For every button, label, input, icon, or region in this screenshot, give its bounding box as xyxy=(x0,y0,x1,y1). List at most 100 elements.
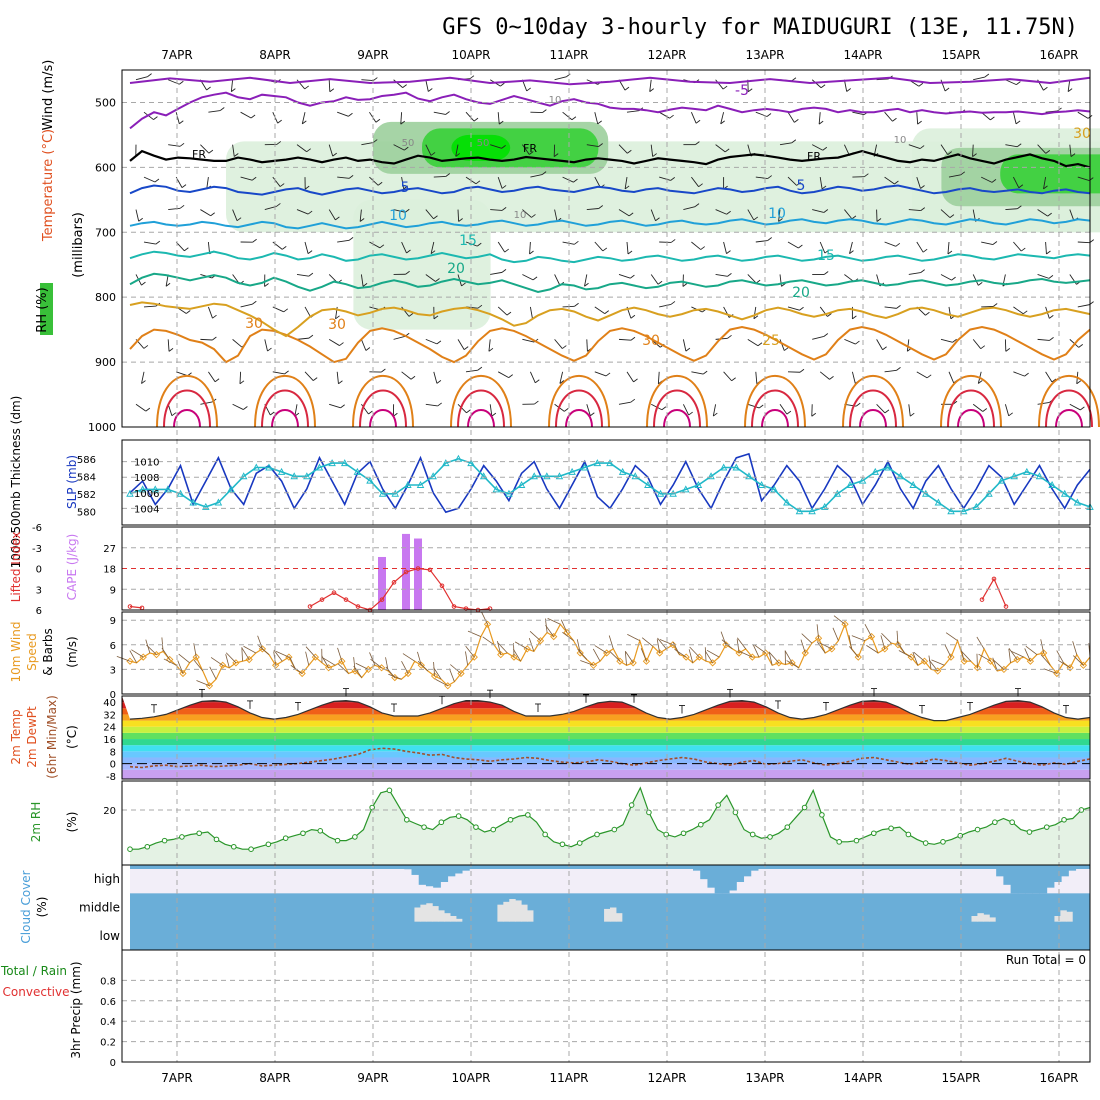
cloud-high-cell xyxy=(736,865,745,882)
wind-barb xyxy=(168,79,180,85)
wind-barb-flag xyxy=(277,119,282,124)
wind-barb-10m xyxy=(258,645,270,655)
cloud-high-cell xyxy=(440,865,449,882)
wind-barb-flag xyxy=(430,152,436,156)
wind-barb xyxy=(328,338,340,346)
wind-barb xyxy=(626,371,634,383)
wind-barb xyxy=(787,176,797,186)
wind-barb-flag xyxy=(991,179,997,183)
wind-barb xyxy=(200,209,211,217)
wind-barb xyxy=(490,209,503,211)
wind-speed-marker xyxy=(1079,661,1088,669)
wind-speed-marker xyxy=(656,649,664,657)
wind-barb-flag xyxy=(339,342,344,346)
wind-barb xyxy=(819,241,826,254)
date-label-top: 7APR xyxy=(161,48,192,62)
wind-barb-flag xyxy=(823,271,829,275)
wind-barb xyxy=(884,369,897,373)
cloud-high-cell xyxy=(433,865,441,888)
wind-barb-flag xyxy=(403,185,408,190)
wind-barb-flag xyxy=(381,368,386,373)
thickness-marker xyxy=(795,507,804,515)
cloud-mid-gap xyxy=(444,913,451,922)
wind-barb xyxy=(844,338,856,345)
wind-barb-10m xyxy=(1056,650,1064,664)
wind-barb-10m xyxy=(848,635,853,649)
cloud-mid-gap xyxy=(1054,916,1061,922)
rh2m-point xyxy=(715,802,721,808)
wind-barb xyxy=(812,336,824,340)
wind-barb-flag xyxy=(506,311,512,316)
wind-barb-flag xyxy=(348,112,353,117)
temp-tick-label: 0 xyxy=(110,760,116,771)
wind-barb-flag xyxy=(602,247,608,252)
wind-barb-flag xyxy=(145,407,151,412)
wind-barb-flag xyxy=(896,367,901,371)
thickness-marker xyxy=(340,459,349,467)
wind-barb xyxy=(200,338,213,341)
wind-barb xyxy=(337,176,350,179)
wind-barb-10m xyxy=(816,624,819,639)
wind-barb-10m xyxy=(562,631,574,642)
wind-barb xyxy=(361,142,374,146)
lifted-index-point xyxy=(979,597,985,602)
wind-barb-10m xyxy=(210,657,223,666)
wind-barb-flag xyxy=(633,378,638,383)
wind-barb-flag xyxy=(335,216,340,221)
wind-barb-flag xyxy=(400,120,406,125)
wind-barb xyxy=(779,404,788,415)
wind-barb xyxy=(812,209,824,213)
wind-barb-10m xyxy=(945,632,958,642)
wind-barb-10m xyxy=(944,644,952,658)
cloud-high-cell xyxy=(418,865,427,885)
wind-barb xyxy=(272,241,283,250)
wind-barb xyxy=(529,371,536,383)
lifted-index-point xyxy=(439,583,445,589)
wind-barb-flag xyxy=(428,88,433,92)
wind-speed-marker xyxy=(391,673,399,682)
wind-barb xyxy=(594,241,604,252)
wind-barb-flag xyxy=(304,85,309,90)
date-label-top: 13APR xyxy=(745,48,784,62)
wind-barb xyxy=(584,274,588,287)
li-tick-label: 3 xyxy=(36,585,42,596)
wind-barb-flag xyxy=(466,409,471,414)
wind-barb-flag xyxy=(406,249,411,254)
temp-color-band xyxy=(122,702,1090,709)
wind-barb-flag xyxy=(799,368,805,373)
slp-tick-label: 1006 xyxy=(134,489,159,500)
wind-barb xyxy=(143,176,156,183)
wind-barb-flag xyxy=(531,214,536,218)
wind-barb-10m xyxy=(592,648,601,662)
wind-barb-flag xyxy=(630,274,635,279)
isotherm-35-loop xyxy=(849,389,897,428)
contour-label: 10 xyxy=(894,135,907,146)
wind-barb xyxy=(272,371,285,375)
wind-speed-marker xyxy=(814,634,823,642)
wind-barb-flag xyxy=(598,143,603,147)
wind-barb-flag xyxy=(1070,153,1076,157)
wind-barb-10m xyxy=(1040,639,1045,654)
thickness-tick-label: 584 xyxy=(77,472,96,483)
wind-barb-flag xyxy=(433,315,439,320)
thickness-marker xyxy=(467,459,475,467)
wind-barb xyxy=(940,274,952,281)
thickness-marker xyxy=(985,489,993,497)
wind-barb xyxy=(296,144,307,153)
wind-barb xyxy=(296,274,309,277)
thickness-tick-label: 582 xyxy=(77,490,96,501)
thickness-marker xyxy=(884,463,892,471)
wind-barb-flag xyxy=(597,120,602,125)
wind-barb-flag xyxy=(922,248,928,253)
wind-barb xyxy=(230,79,234,92)
wind-barb-flag xyxy=(455,153,460,157)
rh2m-point xyxy=(1009,819,1015,826)
wind-barb-10m xyxy=(881,632,892,644)
wind-barb-10m xyxy=(560,619,568,633)
wind-barb-10m xyxy=(931,659,945,666)
thickness-marker xyxy=(568,467,576,475)
wind-barb-10m xyxy=(465,651,469,666)
wind-barb xyxy=(337,239,350,243)
wind-barb-flag xyxy=(669,114,674,119)
wind-barb xyxy=(908,404,911,417)
